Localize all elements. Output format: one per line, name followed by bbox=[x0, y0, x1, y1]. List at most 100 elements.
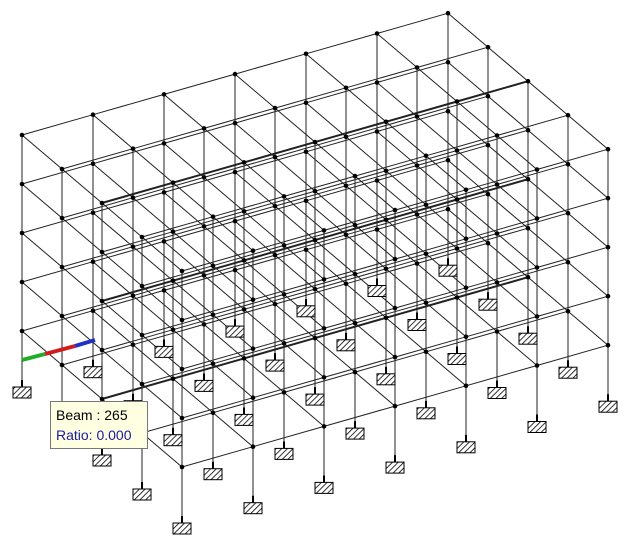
support bbox=[599, 401, 617, 412]
node bbox=[162, 92, 167, 97]
node bbox=[91, 161, 96, 166]
support bbox=[244, 503, 262, 514]
member bbox=[204, 108, 275, 128]
member bbox=[568, 311, 608, 345]
node bbox=[233, 268, 238, 273]
member bbox=[497, 213, 568, 233]
member bbox=[417, 47, 488, 67]
node bbox=[322, 424, 327, 429]
support bbox=[133, 489, 151, 500]
member bbox=[62, 247, 133, 267]
node bbox=[535, 265, 540, 270]
node bbox=[415, 212, 420, 217]
frame-view[interactable] bbox=[0, 0, 625, 543]
node bbox=[304, 150, 309, 155]
member bbox=[204, 177, 244, 211]
node bbox=[304, 248, 309, 253]
node bbox=[273, 302, 278, 307]
node bbox=[251, 297, 256, 302]
node bbox=[251, 346, 256, 351]
support bbox=[195, 380, 213, 391]
member bbox=[306, 54, 346, 88]
support bbox=[386, 462, 404, 473]
member bbox=[93, 213, 133, 247]
member bbox=[213, 364, 253, 398]
node bbox=[91, 112, 96, 117]
member bbox=[133, 177, 204, 197]
node bbox=[424, 203, 429, 208]
member bbox=[395, 386, 466, 406]
beam-segment bbox=[45, 346, 75, 354]
node bbox=[424, 350, 429, 355]
member bbox=[537, 198, 608, 218]
node bbox=[566, 309, 571, 314]
member bbox=[568, 262, 608, 296]
selected-beam[interactable] bbox=[22, 340, 95, 360]
member bbox=[275, 108, 315, 142]
beam-segment bbox=[22, 354, 45, 360]
node bbox=[202, 322, 207, 327]
node bbox=[535, 363, 540, 368]
node bbox=[180, 318, 185, 323]
member bbox=[355, 323, 395, 357]
member bbox=[497, 185, 537, 219]
member bbox=[93, 311, 133, 345]
node bbox=[162, 190, 167, 195]
node bbox=[100, 299, 105, 304]
member bbox=[448, 62, 488, 96]
node bbox=[313, 238, 318, 243]
node bbox=[486, 45, 491, 50]
node bbox=[242, 160, 247, 165]
node bbox=[140, 382, 145, 387]
node bbox=[344, 135, 349, 140]
member bbox=[488, 194, 528, 228]
node bbox=[535, 167, 540, 172]
page: Frame view html, body { margin: 0; paddi… bbox=[0, 0, 625, 543]
member bbox=[457, 81, 528, 101]
node bbox=[131, 342, 136, 347]
member bbox=[62, 198, 133, 218]
node bbox=[393, 257, 398, 262]
member bbox=[93, 115, 133, 149]
node bbox=[455, 148, 460, 153]
member bbox=[133, 128, 204, 148]
member bbox=[457, 102, 497, 136]
node bbox=[233, 72, 238, 77]
node bbox=[60, 167, 65, 172]
member bbox=[93, 164, 133, 198]
node bbox=[464, 237, 469, 242]
node bbox=[211, 361, 216, 366]
node bbox=[100, 250, 105, 255]
node bbox=[100, 348, 105, 353]
support bbox=[377, 374, 395, 385]
support bbox=[226, 326, 244, 337]
support bbox=[93, 455, 111, 466]
node bbox=[140, 284, 145, 289]
member bbox=[346, 117, 417, 137]
node bbox=[304, 199, 309, 204]
member bbox=[497, 136, 537, 170]
node bbox=[202, 224, 207, 229]
member bbox=[275, 206, 315, 240]
node bbox=[526, 226, 531, 231]
node bbox=[566, 162, 571, 167]
node bbox=[180, 269, 185, 274]
support bbox=[457, 442, 475, 453]
member bbox=[306, 152, 346, 186]
member bbox=[164, 94, 204, 128]
node bbox=[91, 210, 96, 215]
node bbox=[322, 375, 327, 380]
node bbox=[526, 177, 531, 182]
node bbox=[375, 80, 380, 85]
node bbox=[375, 178, 380, 183]
member bbox=[133, 247, 173, 281]
member bbox=[133, 149, 173, 183]
node bbox=[353, 223, 358, 228]
member bbox=[164, 123, 235, 143]
node bbox=[375, 129, 380, 134]
member bbox=[346, 68, 417, 88]
node bbox=[486, 241, 491, 246]
member bbox=[235, 103, 306, 123]
member bbox=[182, 447, 253, 467]
node bbox=[526, 128, 531, 133]
